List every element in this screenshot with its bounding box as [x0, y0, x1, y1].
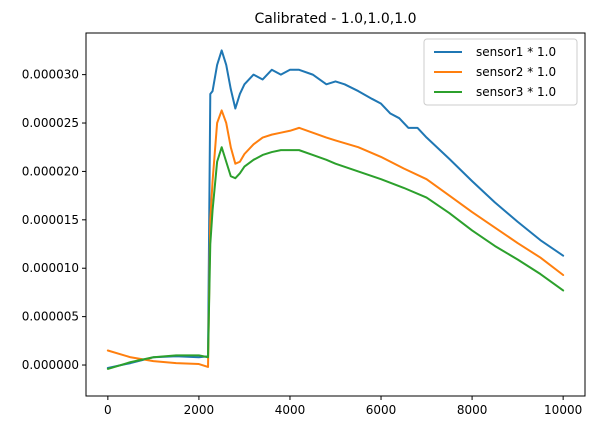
- series-line-sensor1: [106, 49, 565, 369]
- x-tick-label: 8000: [457, 403, 488, 417]
- y-axis: 0.000000 0.000005 0.000010 0.000015 0.000020…: [22, 68, 86, 372]
- x-axis: 0 2000 4000 6000 8000 10000: [104, 396, 582, 417]
- plot-area: [85, 32, 586, 397]
- series-line-sensor2: [106, 109, 565, 368]
- x-tick-label: 6000: [366, 403, 397, 417]
- y-tick-label: 0.000030: [22, 68, 79, 82]
- axes-frame: [85, 32, 586, 397]
- x-tick-label: 0: [104, 403, 112, 417]
- y-tick-label: 0.000005: [22, 310, 79, 324]
- y-tick-label: 0.000025: [22, 116, 79, 130]
- legend-items: sensor1 * 1.0 sensor2 * 1.0 sensor3 * 1.0: [434, 45, 556, 99]
- y-tick-label: 0.000000: [22, 358, 79, 372]
- x-tick-label: 10000: [544, 403, 582, 417]
- series-line-sensor3: [106, 146, 565, 370]
- legend: sensor1 * 1.0 sensor2 * 1.0 sensor3 * 1.0: [423, 38, 578, 106]
- chart-title: Calibrated - 1.0,1.0,1.0: [255, 11, 417, 27]
- y-tick-label: 0.000020: [22, 164, 79, 178]
- y-tick-label: 0.000015: [22, 213, 79, 227]
- x-tick-label: 4000: [275, 403, 306, 417]
- legend-label-sensor2: sensor2 * 1.0: [476, 65, 556, 79]
- x-tick-label: 2000: [184, 403, 215, 417]
- y-tick-label: 0.000010: [22, 261, 79, 275]
- legend-label-sensor3: sensor3 * 1.0: [476, 85, 556, 99]
- legend-label-sensor1: sensor1 * 1.0: [476, 45, 556, 59]
- legend-box: [423, 38, 578, 106]
- series-layer: [106, 49, 565, 370]
